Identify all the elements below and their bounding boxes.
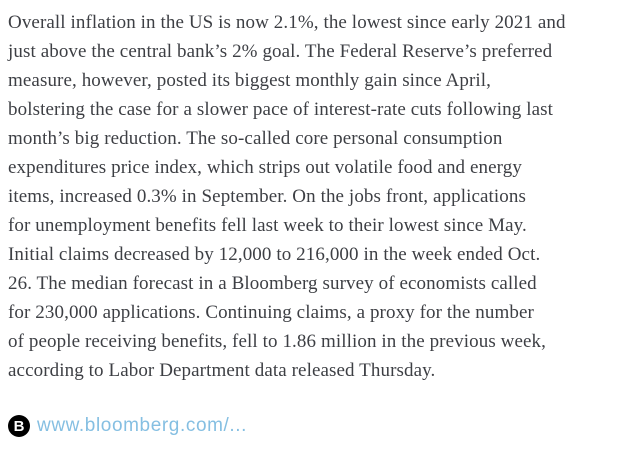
paragraph-line: measure, however, posted its biggest mon… bbox=[8, 70, 491, 91]
paragraph-line: for unemployment benefits fell last week… bbox=[8, 215, 527, 236]
paragraph-line: month’s big reduction. The so-called cor… bbox=[8, 128, 503, 149]
article-text: Overall inflation in the US is now 2.1%,… bbox=[8, 8, 636, 385]
bloomberg-b-icon: B bbox=[8, 415, 30, 437]
source-link[interactable]: www.bloomberg.com/... bbox=[37, 415, 248, 436]
paragraph-line: expenditures price index, which strips o… bbox=[8, 157, 522, 178]
paragraph-line: Initial claims decreased by 12,000 to 21… bbox=[8, 244, 541, 265]
paragraph-line: for 230,000 applications. Continuing cla… bbox=[8, 302, 534, 323]
paragraph-line: items, increased 0.3% in September. On t… bbox=[8, 186, 527, 207]
paragraph-line: bolstering the case for a slower pace of… bbox=[8, 99, 554, 120]
source-link-row[interactable]: B www.bloomberg.com/... bbox=[8, 415, 247, 437]
paragraph-line: 26. The median forecast in a Bloomberg s… bbox=[8, 273, 537, 294]
paragraph-line: according to Labor Department data relea… bbox=[8, 360, 436, 381]
paragraph-line: just above the central bank’s 2% goal. T… bbox=[8, 41, 553, 62]
bloomberg-b-letter: B bbox=[13, 417, 25, 435]
paragraph-line: Overall inflation in the US is now 2.1%,… bbox=[8, 12, 566, 33]
paragraph-line: of people receiving benefits, fell to 1.… bbox=[8, 331, 547, 352]
